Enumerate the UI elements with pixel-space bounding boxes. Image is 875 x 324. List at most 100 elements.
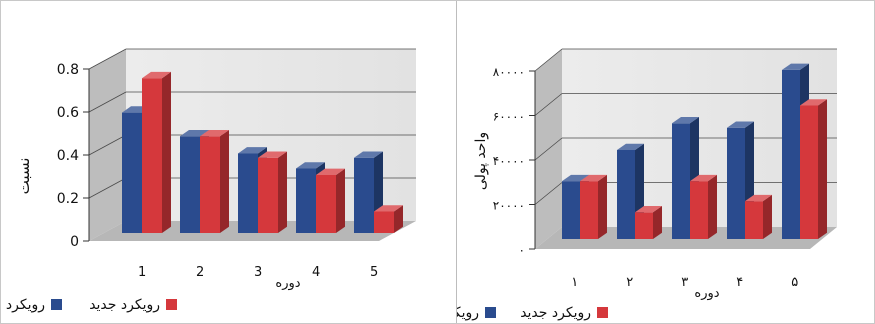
bar-front bbox=[180, 136, 200, 233]
legend-swatch bbox=[51, 299, 62, 310]
y-tick-label: ۶۰۰۰۰ bbox=[493, 110, 525, 124]
bar bbox=[316, 168, 345, 233]
panel-divider bbox=[456, 1, 457, 323]
bar-front bbox=[316, 174, 336, 233]
bar-side bbox=[763, 194, 772, 239]
bar-side bbox=[394, 205, 403, 233]
ratio-bar-chart: نسبت دوره 0 0.2 0.4 0.6 0.8 1 2 3 4 5 رویکرد سنتی ر… bbox=[1, 48, 416, 313]
legend-label: رویکرد جدید bbox=[89, 297, 160, 313]
x-tick-label: ۲ bbox=[626, 275, 633, 290]
bar bbox=[142, 71, 171, 234]
bar bbox=[745, 194, 772, 239]
bar bbox=[580, 174, 607, 239]
y-tick-label: 0.6 bbox=[57, 105, 79, 121]
x-tick-label: ۳ bbox=[681, 275, 688, 290]
bar-top bbox=[200, 129, 229, 137]
bar bbox=[200, 129, 229, 233]
x-axis-label: دوره bbox=[694, 286, 719, 301]
bar-side bbox=[653, 206, 662, 239]
bar-front bbox=[635, 212, 653, 239]
bar-front bbox=[617, 150, 635, 239]
x-tick-label: 5 bbox=[370, 265, 378, 280]
bar bbox=[258, 151, 287, 233]
bar-front bbox=[672, 123, 690, 239]
bar-side bbox=[708, 174, 717, 239]
bar bbox=[690, 174, 717, 239]
y-tick-label: ۲۰۰۰۰ bbox=[493, 199, 525, 213]
bar-top bbox=[354, 151, 383, 158]
bar-front bbox=[296, 168, 316, 233]
bar-side bbox=[220, 129, 229, 233]
bar-front bbox=[374, 211, 394, 233]
legend-swatch bbox=[166, 299, 177, 310]
bar-top bbox=[142, 71, 171, 79]
bar-top bbox=[635, 206, 662, 213]
y-tick-label: ۸۰۰۰۰ bbox=[493, 65, 525, 79]
bar-front bbox=[354, 157, 374, 233]
bar-top bbox=[800, 99, 827, 106]
legend-label: رویکرد سنتی bbox=[457, 305, 479, 321]
bar-side bbox=[336, 168, 345, 233]
bar-top bbox=[258, 151, 287, 158]
bar-front bbox=[122, 112, 142, 233]
bar-side bbox=[598, 174, 607, 239]
legend-label: رویکرد جدید bbox=[520, 305, 591, 321]
bar bbox=[800, 99, 827, 239]
y-tick-label: 0 bbox=[70, 234, 79, 250]
gridline-side bbox=[88, 177, 127, 199]
x-tick-label: ۱ bbox=[571, 275, 578, 290]
bar-top bbox=[180, 129, 209, 137]
bar-side bbox=[818, 99, 827, 239]
bar-top bbox=[690, 174, 717, 182]
bar-top bbox=[617, 143, 644, 150]
bar bbox=[374, 205, 403, 233]
x-tick-label: 1 bbox=[138, 265, 146, 280]
x-tick-label: 2 bbox=[196, 265, 204, 280]
gridline-side bbox=[88, 48, 127, 70]
bar-side bbox=[162, 71, 171, 234]
bar-front bbox=[580, 181, 598, 239]
bar-front bbox=[258, 157, 278, 233]
bar-front bbox=[690, 181, 708, 239]
x-axis-label: دوره bbox=[275, 276, 300, 291]
x-tick-label: 4 bbox=[312, 265, 320, 280]
bar-front bbox=[727, 127, 745, 239]
legend-swatch bbox=[597, 307, 608, 318]
bar-front bbox=[800, 105, 818, 239]
bar-front bbox=[200, 136, 220, 233]
y-tick-label: ۴۰۰۰۰ bbox=[493, 154, 525, 168]
gridline-side bbox=[534, 93, 563, 116]
bar-front bbox=[238, 153, 258, 233]
bar bbox=[635, 206, 662, 239]
gridline-side bbox=[534, 182, 563, 205]
bar-front bbox=[562, 181, 580, 239]
x-tick-label: ۵ bbox=[791, 275, 798, 290]
y-tick-label: 0.8 bbox=[57, 62, 79, 78]
bar bbox=[354, 151, 383, 233]
gridline-side bbox=[88, 91, 127, 113]
y-axis-label: واحد پولی bbox=[473, 132, 489, 190]
y-axis-label: نسبت bbox=[15, 158, 33, 195]
bar-top bbox=[580, 174, 607, 182]
bar-top bbox=[316, 168, 345, 175]
y-tick-label: 0.4 bbox=[57, 148, 79, 164]
gridline-side bbox=[534, 48, 563, 72]
bar-front bbox=[782, 69, 800, 240]
gridline-side bbox=[534, 137, 563, 161]
bar-top bbox=[296, 162, 325, 169]
y-tick-label: ۰ bbox=[519, 243, 525, 257]
bar-top bbox=[238, 147, 267, 154]
bar-top bbox=[374, 205, 403, 212]
bar-top bbox=[672, 117, 699, 124]
bar-front bbox=[745, 201, 763, 239]
x-tick-label: ۴ bbox=[736, 275, 743, 290]
monetary-bar-chart: واحد پولی دوره ۰ ۲۰۰۰۰ ۴۰۰۰۰ ۶۰۰۰۰ ۸۰۰۰۰ ۱ ۲ ۳ ۴… bbox=[457, 48, 837, 321]
x-tick-label: 3 bbox=[254, 265, 262, 280]
bar-front bbox=[142, 78, 162, 233]
bar-top bbox=[745, 194, 772, 202]
gridline-side bbox=[88, 134, 127, 156]
bar-side bbox=[278, 151, 287, 233]
legend-swatch bbox=[485, 307, 496, 318]
bar-top bbox=[782, 63, 809, 70]
